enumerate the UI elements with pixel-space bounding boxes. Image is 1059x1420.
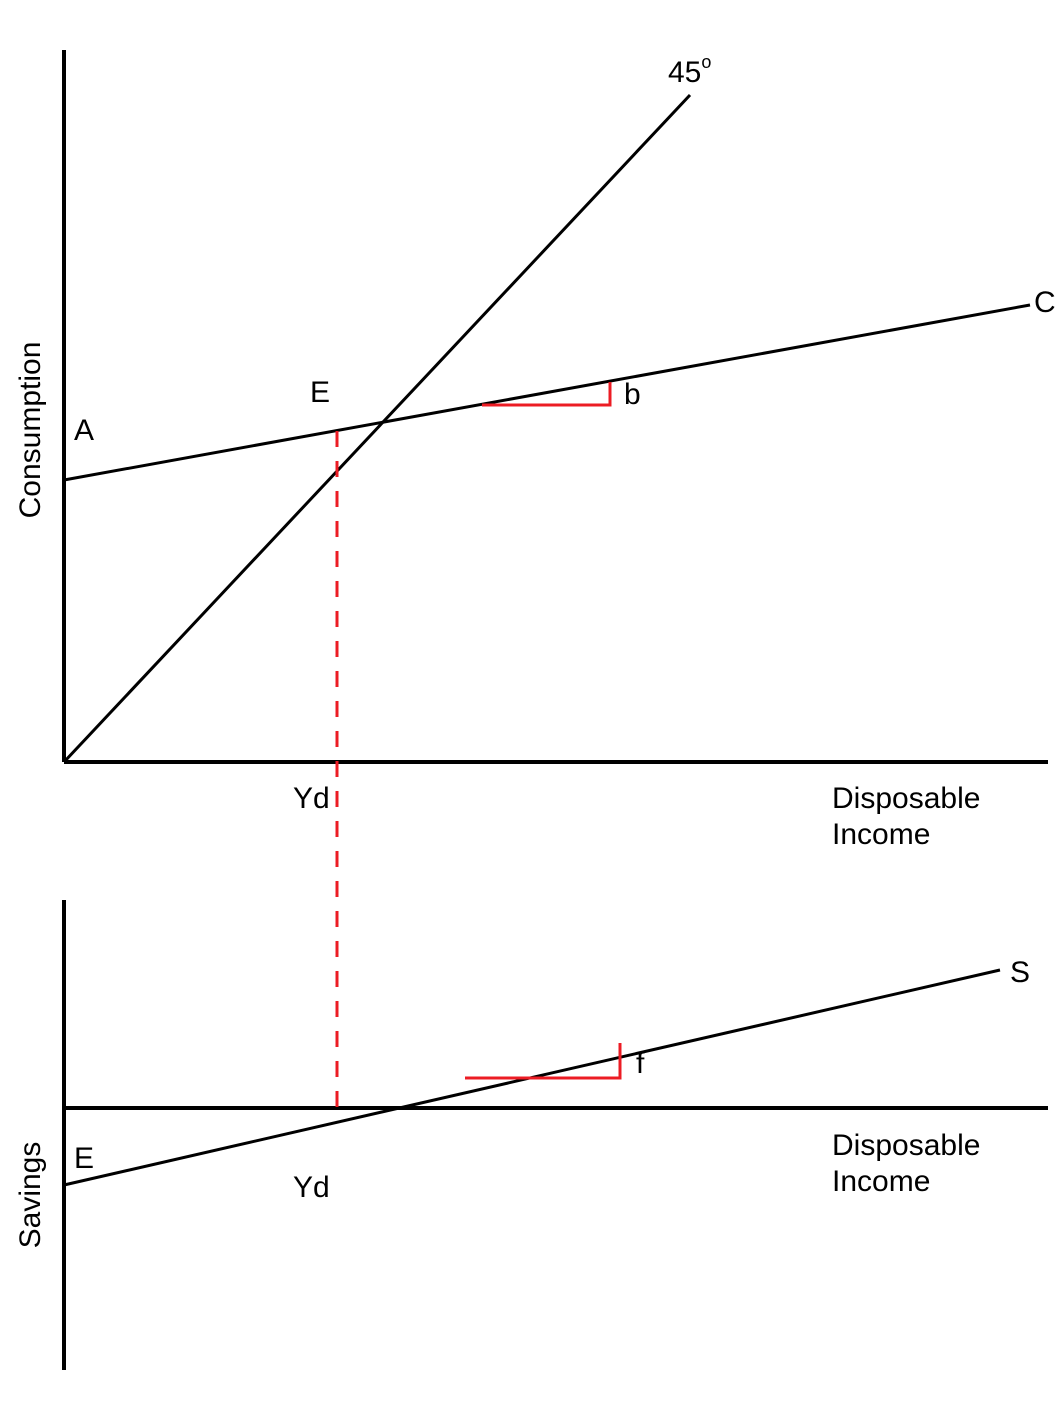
line-45-degree [64, 95, 690, 762]
bottom-x-axis-title: Disposable Income [832, 1129, 989, 1198]
label-45: 45o [668, 52, 711, 89]
label-a: A [74, 414, 94, 447]
bottom-x-title-l1: Disposable [832, 1129, 980, 1162]
label-e-top: E [310, 376, 330, 409]
top-chart [64, 50, 1048, 762]
economics-diagram: Consumption 45o A E C b Yd Disposable In… [0, 0, 1059, 1420]
label-yd-bottom: Yd [293, 1171, 330, 1204]
label-s: S [1010, 956, 1030, 989]
top-x-title-l1: Disposable [832, 782, 980, 815]
consumption-line [64, 305, 1030, 480]
label-yd-top: Yd [293, 782, 330, 815]
label-c: C [1034, 286, 1056, 319]
label-b: b [624, 378, 641, 411]
label-45-sup: o [701, 52, 711, 72]
top-x-title-l2: Income [832, 818, 930, 851]
label-45-text: 45 [668, 56, 701, 89]
bottom-y-axis-title: Savings [14, 1142, 47, 1249]
label-e-bottom: E [74, 1142, 94, 1175]
top-x-axis-title: Disposable Income [832, 782, 989, 851]
label-f: f [636, 1047, 645, 1080]
top-y-axis-title: Consumption [14, 342, 47, 519]
slope-marker-f [465, 1043, 620, 1078]
bottom-x-title-l2: Income [832, 1165, 930, 1198]
